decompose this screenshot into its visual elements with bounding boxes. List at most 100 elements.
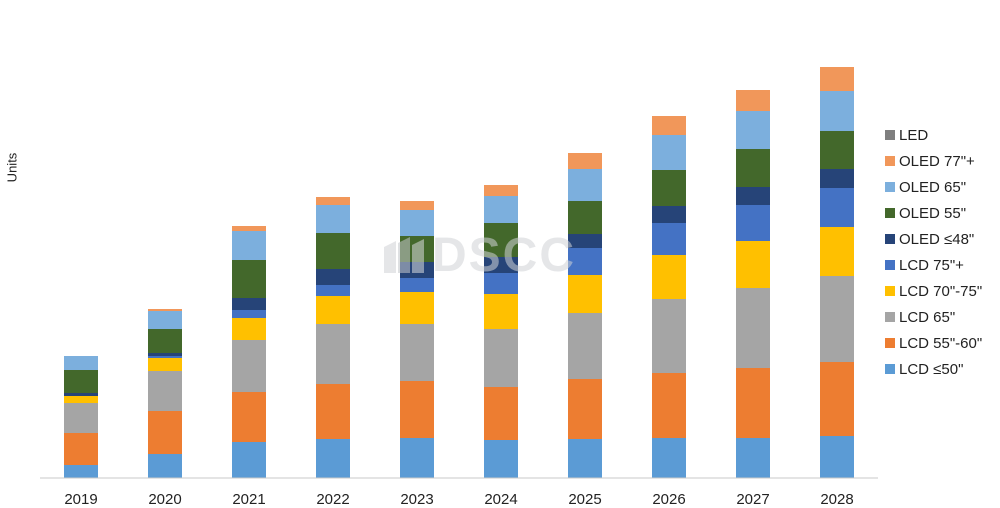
bar-segment-2021-6 — [232, 260, 266, 298]
bar-segment-2023-4 — [400, 278, 434, 292]
bar-segment-2020-0 — [148, 454, 182, 478]
watermark-brand: DSCC — [432, 229, 577, 282]
legend-item: OLED ≤48" — [885, 226, 982, 252]
bar-segment-2024-7 — [484, 196, 518, 223]
bar-segment-2028-6 — [820, 131, 854, 169]
bar-segment-2020-1 — [148, 411, 182, 454]
bar-segment-2020-8 — [148, 309, 182, 311]
bar-segment-2027-3 — [736, 241, 770, 288]
bar-segment-2024-1 — [484, 387, 518, 440]
bar-segment-2025-6 — [568, 201, 602, 234]
x-tick-label: 2026 — [652, 491, 685, 508]
x-tick-label: 2027 — [736, 491, 769, 508]
bar-segment-2027-8 — [736, 90, 770, 111]
watermark: DSCC — [380, 228, 576, 283]
bar-segment-2023-0 — [400, 438, 434, 478]
bar-segment-2019-3 — [64, 396, 98, 403]
legend-label: LED — [899, 126, 929, 144]
bar-segment-2021-2 — [232, 340, 266, 392]
legend-label: LCD 55"-60" — [899, 334, 983, 352]
bar-segment-2020-6 — [148, 329, 182, 353]
bar-segment-2021-7 — [232, 231, 266, 260]
bar-segment-2025-1 — [568, 379, 602, 439]
legend-label: OLED 65" — [899, 178, 967, 196]
bar-segment-2026-0 — [652, 438, 686, 478]
bar-segment-2027-1 — [736, 368, 770, 438]
bar-segment-2026-3 — [652, 255, 686, 299]
bar-segment-2028-4 — [820, 188, 854, 227]
legend-item: LCD 75"+ — [885, 252, 982, 278]
x-tick-label: 2022 — [316, 491, 349, 508]
bar-segment-2026-1 — [652, 373, 686, 438]
bar-segment-2027-6 — [736, 149, 770, 187]
bar-segment-2025-7 — [568, 169, 602, 201]
dscc-logo-icon — [384, 236, 424, 273]
bar-segment-2024-8 — [484, 185, 518, 196]
legend-swatch — [885, 156, 895, 166]
bars-group — [64, 67, 854, 478]
bar-segment-2028-5 — [820, 169, 854, 188]
bar-segment-2019-0 — [64, 465, 98, 478]
bar-segment-2022-2 — [316, 324, 350, 384]
bar-segment-2019-5 — [64, 393, 98, 396]
bar-segment-2024-5 — [484, 257, 518, 273]
bar-segment-2025-4 — [568, 248, 602, 275]
bar-segment-2022-3 — [316, 296, 350, 324]
legend-swatch — [885, 130, 895, 140]
bar-segment-2020-3 — [148, 358, 182, 371]
bar-segment-2027-7 — [736, 111, 770, 149]
legend-label: LCD 65" — [899, 308, 956, 326]
bar-segment-2020-7 — [148, 311, 182, 329]
legend-swatch — [885, 286, 895, 296]
bar-segment-2026-7 — [652, 135, 686, 170]
bar-segment-2023-1 — [400, 381, 434, 438]
bar-segment-2022-7 — [316, 205, 350, 233]
bar-segment-2019-1 — [64, 433, 98, 465]
bar-segment-2025-3 — [568, 275, 602, 313]
bar-segment-2022-8 — [316, 197, 350, 205]
legend-label: OLED ≤48" — [899, 230, 975, 248]
bar-segment-2026-4 — [652, 223, 686, 255]
legend: LED OLED 77"+ OLED 65" OLED 55" OLED ≤48" LCD… — [885, 122, 982, 382]
bar-segment-2027-5 — [736, 187, 770, 205]
legend-swatch — [885, 260, 895, 270]
legend-item: LCD ≤50" — [885, 356, 982, 382]
x-tick-labels: 2019 2020 2021 2022 2023 2024 2025 2026 2027 2028 — [64, 491, 853, 508]
legend-label: OLED 55" — [899, 204, 967, 222]
bar-segment-2021-5 — [232, 298, 266, 310]
legend-swatch — [885, 338, 895, 348]
legend-item: LED — [885, 122, 982, 148]
legend-item: OLED 55" — [885, 200, 982, 226]
bar-segment-2023-7 — [400, 210, 434, 236]
bar-segment-2026-6 — [652, 170, 686, 206]
bar-segment-2019-7 — [64, 356, 98, 370]
bar-segment-2024-0 — [484, 440, 518, 478]
x-tick-label: 2021 — [232, 491, 265, 508]
bar-segment-2023-2 — [400, 324, 434, 381]
bar-segment-2028-0 — [820, 436, 854, 478]
bar-segment-2026-5 — [652, 206, 686, 223]
bar-segment-2023-8 — [400, 201, 434, 210]
bar-segment-2022-4 — [316, 285, 350, 296]
y-axis-label: Units — [4, 152, 20, 183]
bar-segment-2028-1 — [820, 362, 854, 436]
bar-segment-2022-0 — [316, 439, 350, 478]
legend-swatch — [885, 182, 895, 192]
legend-label: LCD 70"-75" — [899, 282, 983, 300]
bar-segment-2024-4 — [484, 273, 518, 294]
bar-segment-2020-4 — [148, 356, 182, 358]
bar-segment-2025-5 — [568, 234, 602, 248]
legend-item: LCD 70"-75" — [885, 278, 982, 304]
legend-item: LCD 65" — [885, 304, 982, 330]
bar-segment-2023-3 — [400, 292, 434, 324]
bar-segment-2021-4 — [232, 310, 266, 318]
x-tick-label: 2023 — [400, 491, 433, 508]
bar-segment-2025-2 — [568, 313, 602, 379]
bar-segment-2028-7 — [820, 91, 854, 131]
bar-segment-2028-2 — [820, 276, 854, 362]
legend-item: LCD 55"-60" — [885, 330, 982, 356]
bar-segment-2019-6 — [64, 370, 98, 393]
legend-swatch — [885, 208, 895, 218]
legend-item: OLED 77"+ — [885, 148, 982, 174]
